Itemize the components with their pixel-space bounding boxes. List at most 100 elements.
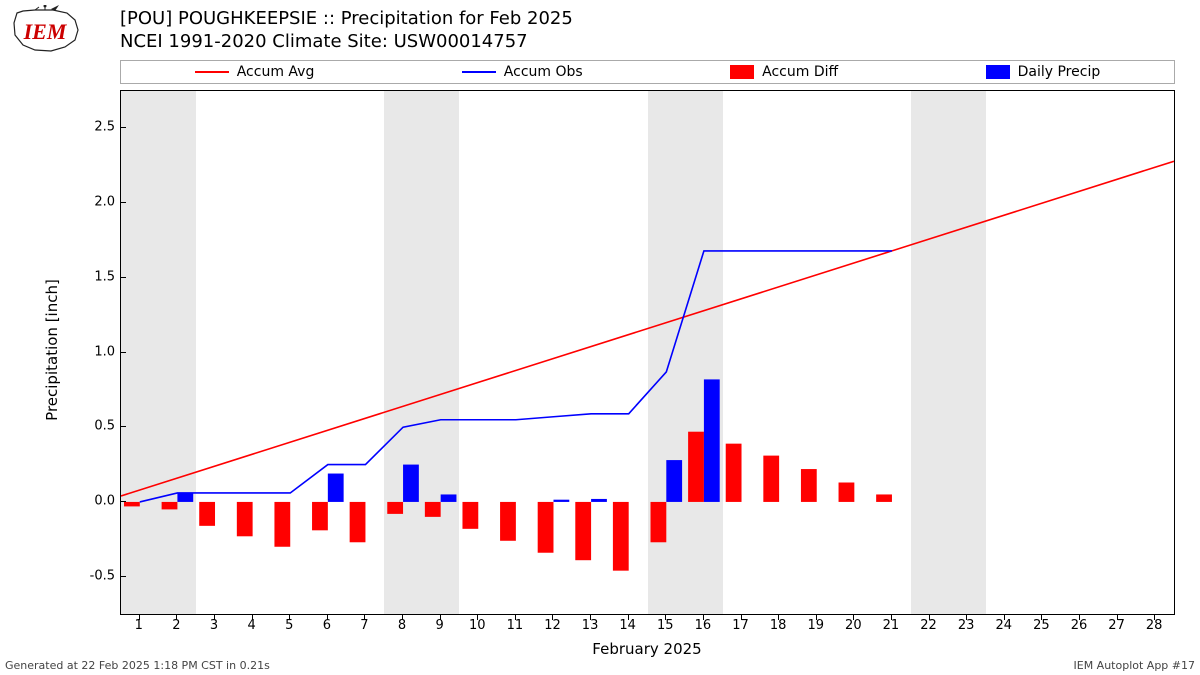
footer-app: IEM Autoplot App #17 (1074, 659, 1196, 672)
bar-daily-precip (666, 460, 682, 502)
bar-accum-diff (162, 502, 178, 509)
x-tick-label: 13 (582, 618, 599, 633)
y-tick (120, 576, 126, 577)
x-tick-label: 24 (995, 618, 1012, 633)
bar-accum-diff (274, 502, 290, 547)
x-tick-label: 15 (657, 618, 674, 633)
bar-accum-diff (425, 502, 441, 517)
x-tick-label: 8 (398, 618, 406, 633)
y-tick-label: 1.5 (65, 269, 115, 284)
bar-accum-diff (613, 502, 629, 571)
y-tick (120, 277, 126, 278)
y-tick (120, 202, 126, 203)
x-tick-label: 20 (845, 618, 862, 633)
title-line1: [POU] POUGHKEEPSIE :: Precipitation for … (120, 8, 573, 31)
x-tick-label: 16 (695, 618, 712, 633)
x-tick-label: 23 (958, 618, 975, 633)
y-tick (120, 426, 126, 427)
bar-accum-diff (575, 502, 591, 560)
x-tick (552, 614, 553, 620)
x-tick (853, 614, 854, 620)
x-tick (891, 614, 892, 620)
x-tick-label: 28 (1146, 618, 1163, 633)
bar-accum-diff (801, 469, 817, 502)
legend-label-accum-avg: Accum Avg (237, 64, 315, 80)
bar-daily-precip (553, 500, 569, 502)
legend-accum-diff: Accum Diff (730, 64, 838, 80)
y-tick-label: -0.5 (65, 568, 115, 583)
bar-daily-precip (441, 494, 457, 501)
x-tick-label: 2 (172, 618, 180, 633)
legend-daily-precip: Daily Precip (986, 64, 1101, 80)
chart-legend: Accum Avg Accum Obs Accum Diff Daily Pre… (120, 60, 1175, 84)
plot-svg (121, 91, 1174, 614)
x-tick (1079, 614, 1080, 620)
x-axis-label: February 2025 (592, 640, 701, 658)
x-tick (590, 614, 591, 620)
x-tick (176, 614, 177, 620)
bar-accum-diff (500, 502, 516, 541)
x-tick (741, 614, 742, 620)
footer-generated: Generated at 22 Feb 2025 1:18 PM CST in … (5, 659, 270, 672)
legend-swatch-accum-avg (195, 71, 229, 73)
legend-label-daily-precip: Daily Precip (1018, 64, 1101, 80)
bar-accum-diff (387, 502, 403, 514)
legend-accum-obs: Accum Obs (462, 64, 583, 80)
y-tick-label: 1.0 (65, 344, 115, 359)
y-tick (120, 352, 126, 353)
x-tick (816, 614, 817, 620)
x-tick-label: 7 (360, 618, 368, 633)
y-tick-label: 0.5 (65, 419, 115, 434)
x-tick-label: 9 (436, 618, 444, 633)
x-tick-label: 11 (507, 618, 524, 633)
legend-label-accum-obs: Accum Obs (504, 64, 583, 80)
x-tick (139, 614, 140, 620)
x-tick-label: 5 (285, 618, 293, 633)
x-tick-label: 26 (1071, 618, 1088, 633)
iem-logo: IEM (5, 5, 85, 60)
x-tick (252, 614, 253, 620)
logo-text: IEM (23, 19, 68, 44)
bar-accum-diff (312, 502, 328, 530)
x-tick (327, 614, 328, 620)
bar-daily-precip (403, 465, 419, 502)
x-tick-label: 22 (920, 618, 937, 633)
x-tick-label: 4 (247, 618, 255, 633)
bar-accum-diff (462, 502, 478, 529)
x-tick (1004, 614, 1005, 620)
bar-accum-diff (350, 502, 366, 542)
legend-swatch-daily-precip (986, 65, 1010, 79)
x-tick-label: 25 (1033, 618, 1050, 633)
y-tick-label: 2.0 (65, 195, 115, 210)
bar-accum-diff (199, 502, 215, 526)
bar-daily-precip (591, 499, 607, 502)
bar-daily-precip (328, 474, 344, 502)
x-tick-label: 1 (135, 618, 143, 633)
legend-accum-avg: Accum Avg (195, 64, 315, 80)
x-tick (665, 614, 666, 620)
bar-accum-diff (651, 502, 667, 542)
title-line2: NCEI 1991-2020 Climate Site: USW00014757 (120, 31, 573, 54)
bar-daily-precip (704, 379, 720, 502)
x-tick-label: 17 (732, 618, 749, 633)
bar-accum-diff (839, 483, 855, 502)
x-tick-label: 10 (469, 618, 486, 633)
bar-accum-diff (124, 502, 140, 506)
x-tick-label: 18 (770, 618, 787, 633)
x-tick (364, 614, 365, 620)
bar-accum-diff (688, 432, 704, 502)
y-tick-label: 0.0 (65, 493, 115, 508)
x-tick (477, 614, 478, 620)
x-tick (515, 614, 516, 620)
x-tick (1154, 614, 1155, 620)
plot-area (120, 90, 1175, 615)
x-tick (289, 614, 290, 620)
bar-accum-diff (237, 502, 253, 536)
x-tick-label: 12 (544, 618, 561, 633)
x-tick (628, 614, 629, 620)
bar-accum-diff (876, 494, 892, 501)
x-tick-label: 21 (883, 618, 900, 633)
x-tick-label: 19 (807, 618, 824, 633)
x-tick-label: 6 (323, 618, 331, 633)
bar-daily-precip (177, 493, 193, 502)
